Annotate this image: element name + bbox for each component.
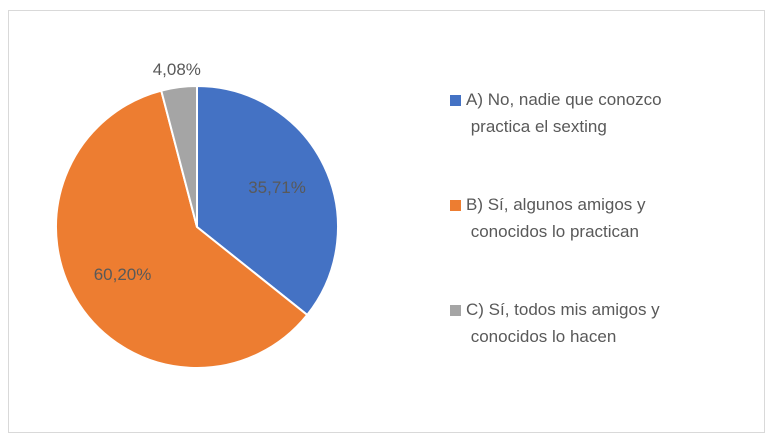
pie-slice [160, 84, 198, 228]
legend-label: C) Sí, todos mis amigos y conocidos lo h… [466, 300, 660, 346]
legend-label: B) Sí, algunos amigos y conocidos lo pra… [466, 195, 646, 241]
legend-swatch [450, 200, 461, 211]
pie-slice [196, 84, 339, 317]
data-label: 4,08% [153, 60, 201, 79]
data-label: 60,20% [94, 265, 152, 284]
data-label: 35,71% [248, 178, 306, 197]
legend-label: A) No, nadie que conozco practica el sex… [466, 90, 662, 136]
legend-swatch [450, 305, 461, 316]
legend-swatch [450, 95, 461, 106]
pie-slice [55, 89, 309, 369]
